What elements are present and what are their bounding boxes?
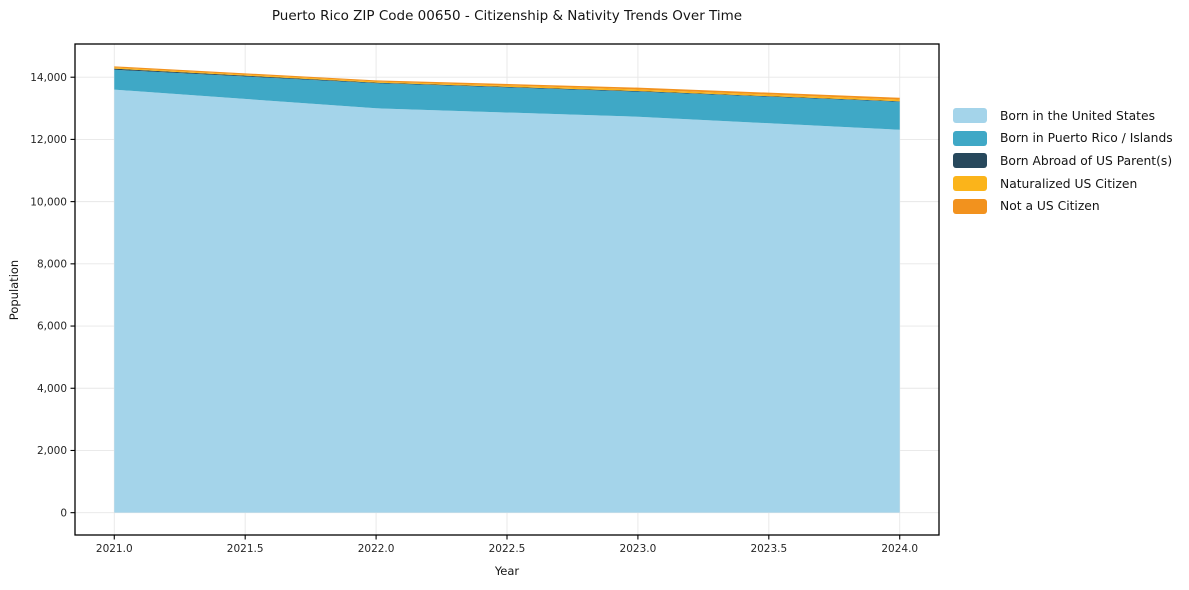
y-tick-label: 10,000 — [30, 196, 67, 208]
area-born-in-puerto-rico-islands — [114, 69, 900, 130]
area-naturalized-us-citizen — [114, 67, 900, 102]
x-tick-label: 2021.5 — [227, 543, 264, 555]
y-tick-label: 2,000 — [37, 445, 67, 457]
y-axis-label: Population — [7, 259, 21, 321]
legend-label: Naturalized US Citizen — [1000, 176, 1138, 191]
x-tick-label: 2024.0 — [881, 543, 918, 555]
legend-item-born-in-the-united-states: Born in the United States — [953, 108, 1173, 123]
legend-item-not-a-us-citizen: Not a US Citizen — [953, 198, 1173, 214]
x-tick-label: 2022.5 — [489, 543, 526, 555]
x-tick-label: 2022.0 — [358, 543, 395, 555]
y-tick-label: 0 — [60, 507, 67, 519]
legend-label: Born in Puerto Rico / Islands — [1000, 131, 1173, 146]
legend-swatch-icon — [953, 130, 987, 146]
ticks-group: 2021.0 2021.5 2022.0 2022.5 2023.0 2023.5 2024… — [30, 72, 918, 555]
x-tick-label: 2023.5 — [750, 543, 787, 555]
legend-item-naturalized-us-citizen: Naturalized US Citizen — [953, 176, 1173, 192]
legend-label: Born Abroad of US Parent(s) — [1000, 153, 1173, 168]
x-tick-label: 2021.0 — [96, 543, 133, 555]
legend-swatch-icon — [953, 153, 987, 169]
y-tick-label: 8,000 — [37, 259, 67, 271]
x-tick-label: 2023.0 — [620, 543, 657, 555]
area-not-a-us-citizen — [114, 66, 900, 100]
legend-item-born-abroad-of-us-parent-s: Born Abroad of US Parent(s) — [953, 153, 1173, 169]
chart-title: Puerto Rico ZIP Code 00650 - Citizenship… — [271, 8, 743, 24]
y-tick-label: 14,000 — [30, 72, 67, 84]
legend-label: Not a US Citizen — [1000, 199, 1100, 214]
y-tick-label: 12,000 — [30, 134, 67, 146]
area-born-abroad-of-us-parent-s — [114, 68, 900, 102]
y-tick-label: 4,000 — [37, 383, 67, 395]
area-born-in-the-united-states — [114, 89, 900, 513]
y-tick-label: 6,000 — [37, 321, 67, 333]
legend-item-born-in-puerto-rico-islands: Born in Puerto Rico / Islands — [953, 130, 1173, 146]
legend-swatch-icon — [953, 198, 987, 214]
legend-swatch-icon — [953, 108, 987, 123]
stacked-areas-group — [114, 66, 900, 513]
legend-swatch-icon — [953, 176, 987, 192]
legend-label: Born in the United States — [1000, 108, 1155, 123]
x-axis-label: Year — [494, 564, 520, 578]
legend: Born in the United States Born in Puerto … — [953, 108, 1173, 221]
